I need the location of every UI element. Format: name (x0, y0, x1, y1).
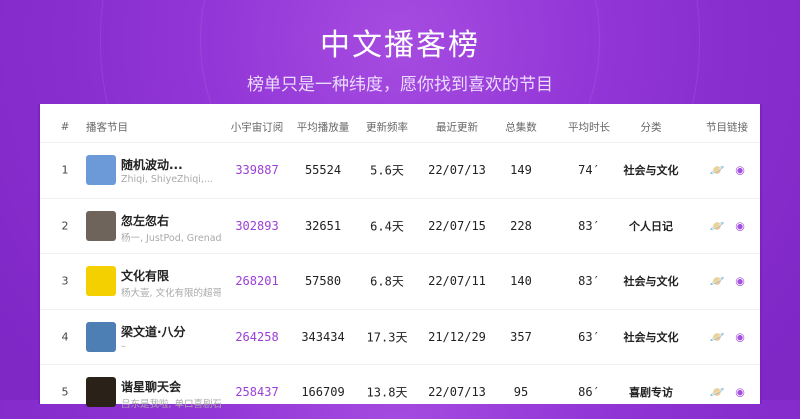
podcast-icon[interactable]: ◉ (735, 274, 745, 288)
subscriptions: 258437 (235, 385, 279, 399)
planet-icon[interactable]: 🪐 (709, 218, 725, 233)
podcast-icon[interactable]: ◉ (735, 330, 745, 343)
podcast-authors: 杨一, JustPod, Grenad (121, 232, 221, 244)
column-header: # (60, 121, 70, 133)
subscriptions: 302893 (235, 218, 279, 233)
update-frequency: 5.6天 (370, 163, 404, 178)
update-frequency: 6.8天 (370, 274, 404, 289)
column-header: 总集数 (505, 121, 537, 134)
episode-count: 228 (510, 218, 532, 233)
avg-duration: 83′ (578, 218, 600, 233)
avg-duration: 63′ (578, 329, 600, 344)
avg-plays: 166709 (301, 385, 345, 399)
podcast-authors: 吕东是我啦, 单口喜剧石老 (121, 399, 221, 410)
avg-plays: 32651 (304, 218, 342, 233)
rank: 2 (61, 219, 69, 232)
column-header: 平均时长 (568, 121, 610, 134)
avg-plays: 55524 (304, 163, 342, 177)
planet-icon[interactable]: 🪐 (709, 274, 725, 288)
category: 社会与文化 (623, 275, 679, 288)
podcast-cover[interactable] (86, 210, 116, 241)
podcast-title[interactable]: 文化有限 (121, 269, 170, 283)
category: 喜剧专访 (629, 386, 673, 399)
subscriptions: 339887 (235, 163, 279, 177)
last-update: 22/07/13 (428, 385, 486, 399)
ranking-table: # 播客节目 小宇宙订阅 平均播放量 更新频率 最近更新 总集数 平均时长 分类 节目链接 1 随… (38, 104, 762, 410)
podcast-title[interactable]: 梁文道·八分 (121, 324, 186, 339)
subscriptions: 268201 (235, 274, 279, 288)
podcast-title[interactable]: 谐星聊天会 (121, 380, 182, 394)
avg-duration: 83′ (578, 274, 600, 288)
avg-duration: 86′ (578, 385, 600, 399)
table-row[interactable]: 3 文化有限 杨大壹, 文化有限的超哥 268201 57580 6.8天 22… (40, 253, 760, 308)
last-update: 21/12/29 (428, 329, 486, 344)
podcast-authors: 杨大壹, 文化有限的超哥 (121, 288, 221, 299)
podcast-authors: Zhiqi, ShiyeZhiqi,... (121, 174, 213, 185)
planet-icon[interactable]: 🪐 (709, 329, 725, 344)
avg-plays: 343434 (301, 329, 345, 344)
rank: 5 (61, 385, 69, 399)
rank: 4 (61, 330, 69, 343)
podcast-cover[interactable] (86, 155, 116, 185)
episode-count: 95 (513, 385, 529, 399)
episode-count: 357 (510, 329, 532, 344)
category: 社会与文化 (623, 330, 679, 344)
last-update: 22/07/13 (428, 163, 486, 177)
column-header: 播客节目 (86, 121, 128, 134)
subscriptions: 264258 (235, 329, 279, 344)
rank: 1 (61, 163, 69, 177)
table-row[interactable]: 2 忽左忽右 杨一, JustPod, Grenad 302893 32651 … (40, 197, 760, 253)
podcast-title[interactable]: 随机波动... (121, 158, 183, 172)
rank: 3 (61, 274, 69, 288)
column-header: 更新频率 (366, 121, 408, 134)
podcast-icon[interactable]: ◉ (735, 219, 745, 232)
podcast-icon[interactable]: ◉ (735, 163, 745, 177)
page-subtitle: 榜单只是一种纬度，愿你找到喜欢的节目 (247, 75, 553, 95)
column-header: 最近更新 (436, 121, 478, 134)
category: 个人日记 (629, 219, 673, 233)
podcast-icon[interactable]: ◉ (735, 385, 745, 399)
last-update: 22/07/15 (428, 218, 486, 233)
update-frequency: 17.3天 (366, 330, 408, 344)
table-row[interactable]: 1 随机波动... Zhiqi, ShiyeZhiqi,... 339887 5… (40, 142, 760, 197)
episode-count: 149 (510, 163, 532, 177)
category: 社会与文化 (623, 164, 679, 177)
table-row[interactable]: 4 梁文道·八分 – 264258 343434 17.3天 21/12/29 … (40, 308, 760, 364)
table-header: # 播客节目 小宇宙订阅 平均播放量 更新频率 最近更新 总集数 平均时长 分类 节目链接 (40, 112, 760, 142)
podcast-cover[interactable] (86, 377, 116, 407)
planet-icon[interactable]: 🪐 (709, 385, 725, 399)
page-title: 中文播客榜 (320, 28, 480, 63)
avg-duration: 74′ (578, 163, 600, 177)
podcast-title[interactable]: 忽左忽右 (121, 213, 170, 228)
last-update: 22/07/11 (428, 274, 486, 288)
column-header: 小宇宙订阅 (230, 121, 284, 134)
column-header: 节目链接 (706, 121, 748, 134)
podcast-cover[interactable] (86, 321, 116, 352)
podcast-authors: – (121, 340, 126, 352)
update-frequency: 6.4天 (370, 219, 404, 233)
table-row[interactable]: 5 谐星聊天会 吕东是我啦, 单口喜剧石老 258437 166709 13.8… (40, 364, 760, 419)
update-frequency: 13.8天 (366, 385, 408, 400)
episode-count: 140 (510, 274, 532, 288)
column-header: 平均播放量 (296, 121, 350, 134)
column-header: 分类 (640, 121, 662, 134)
planet-icon[interactable]: 🪐 (709, 163, 725, 177)
podcast-cover[interactable] (86, 266, 116, 296)
avg-plays: 57580 (304, 274, 342, 288)
